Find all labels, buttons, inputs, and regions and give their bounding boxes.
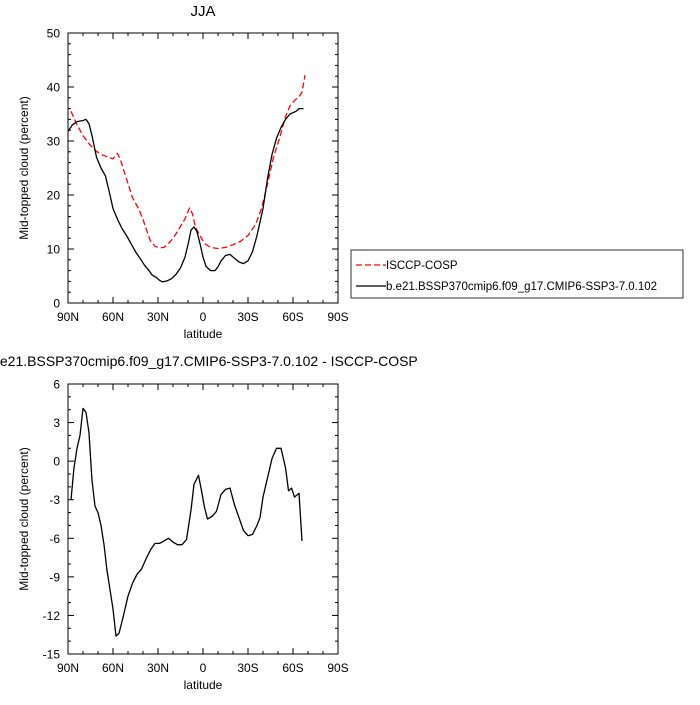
x-tick-label: 30S xyxy=(237,661,258,675)
x-tick-label: 0 xyxy=(200,661,207,675)
chart-title: JJA xyxy=(190,3,215,20)
x-axis-label: latitude xyxy=(184,678,223,692)
y-tick-label: -6 xyxy=(49,532,60,546)
y-tick-label: 0 xyxy=(53,297,60,311)
y-tick-label: 6 xyxy=(53,378,60,392)
y-tick-label: -3 xyxy=(49,493,60,507)
legend-label: b.e21.BSSP370cmip6.f09_g17.CMIP6-SSP3-7.… xyxy=(386,281,657,293)
series-line-1 xyxy=(70,74,306,250)
x-tick-label: 30S xyxy=(237,310,258,324)
y-tick-label: -15 xyxy=(43,648,61,662)
x-tick-label: 60S xyxy=(282,310,303,324)
y-tick-label: 40 xyxy=(47,81,61,95)
series-line-1 xyxy=(70,407,303,637)
x-tick-label: 60N xyxy=(102,661,124,675)
x-tick-label: 60N xyxy=(102,310,124,324)
x-tick-label: 0 xyxy=(200,310,207,324)
y-tick-label: 20 xyxy=(47,189,61,203)
y-tick-label: 0 xyxy=(53,455,60,469)
series-line-2 xyxy=(67,107,304,283)
legend-box xyxy=(350,249,684,299)
x-tick-label: 30N xyxy=(147,310,169,324)
y-axis-label: Mid-topped cloud (percent) xyxy=(17,447,31,590)
chart-panel-2: b.e21.BSSP370cmip6.f09_g17.CMIP6-SSP3-7.… xyxy=(0,353,418,692)
y-tick-label: 50 xyxy=(47,27,61,41)
chart-legend: ISCCP-COSP b.e21.BSSP370cmip6.f09_g17.CMI… xyxy=(350,249,684,299)
x-tick-label: 90N xyxy=(57,661,79,675)
chart-panel-1: JJA 0 10 20 30 40 50 90N 60N 30N 0 30S 60S 90S latitud… xyxy=(17,3,684,341)
y-tick-label: 30 xyxy=(47,135,61,149)
x-tick-label: 90N xyxy=(57,310,79,324)
x-tick-label: 90S xyxy=(327,310,348,324)
y-tick-label: -12 xyxy=(43,609,61,623)
x-tick-label: 90S xyxy=(327,661,348,675)
y-axis-label: Mid-topped cloud (percent) xyxy=(17,96,31,239)
legend-label: ISCCP-COSP xyxy=(386,260,458,272)
plot-frame xyxy=(67,32,339,304)
chart-title: b.e21.BSSP370cmip6.f09_g17.CMIP6-SSP3-7.… xyxy=(0,353,418,369)
x-axis-label: latitude xyxy=(184,327,223,341)
y-tick-label: 10 xyxy=(47,243,61,257)
x-tick-label: 30N xyxy=(147,661,169,675)
plot-frame xyxy=(67,383,339,655)
y-tick-label: -9 xyxy=(49,570,60,584)
y-tick-label: 3 xyxy=(53,416,60,430)
x-tick-label: 60S xyxy=(282,661,303,675)
